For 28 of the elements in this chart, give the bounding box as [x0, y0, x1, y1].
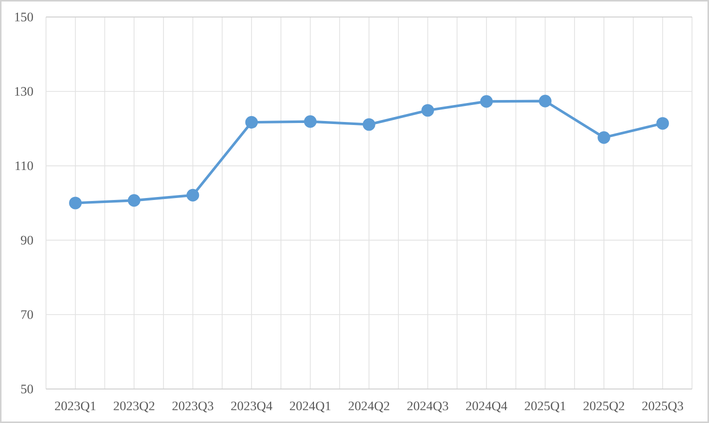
point	[656, 117, 669, 130]
point	[69, 196, 82, 210]
x-tick-label: 2025Q2	[584, 402, 624, 412]
x-tick-label: 2023Q3	[172, 402, 214, 412]
y-tick-label: 150	[15, 12, 33, 22]
point	[480, 95, 493, 108]
x-tick-label: 2025Q3	[642, 402, 684, 412]
y-tick-label: 70	[21, 310, 33, 319]
x-tick-label: 2024Q4	[466, 402, 508, 412]
x-tick-label: 2023Q4	[231, 402, 272, 412]
y-tick-label: 110	[16, 161, 33, 170]
point	[245, 116, 258, 129]
y-tick-label: 50	[21, 384, 33, 394]
x-tick-label: 2024Q2	[348, 402, 390, 412]
point	[538, 94, 552, 108]
point	[304, 115, 317, 128]
y-tick-label: 90	[20, 236, 33, 245]
x-tick-label: 2023Q2	[114, 402, 154, 412]
y-tick-label: 130	[15, 87, 33, 96]
x-tick-label: 2023Q1	[55, 402, 96, 412]
x-tick-label: 2024Q3	[407, 402, 448, 412]
point	[128, 194, 140, 207]
point	[186, 188, 200, 202]
point	[362, 118, 376, 131]
point	[598, 131, 610, 144]
x-tick-label: 2025Q1	[524, 402, 566, 412]
point	[421, 104, 434, 117]
x-tick-label: 2024Q1	[290, 402, 330, 412]
